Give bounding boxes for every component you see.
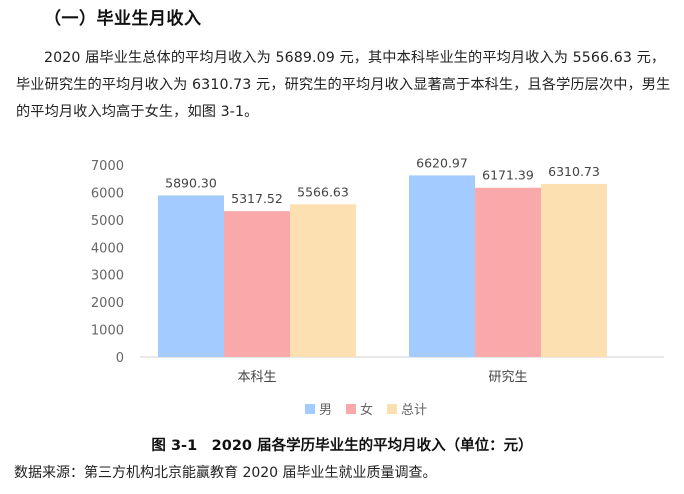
bar-女 <box>224 211 290 357</box>
legend-label: 女 <box>360 402 373 418</box>
y-tick-label: 0 <box>116 351 124 366</box>
y-tick-label: 4000 <box>91 241 124 256</box>
y-tick-label: 7000 <box>91 159 124 174</box>
y-tick-label: 1000 <box>91 324 124 339</box>
legend-swatch-总计 <box>387 404 397 414</box>
figure-caption: 图 3-1 2020 届各学历毕业生的平均月收入（单位：元） <box>151 438 533 454</box>
income-bar-chart: 0 1000 2000 3000 4000 5000 6000 7000 5890.30 5317… <box>91 155 664 418</box>
section-heading: （一）毕业生月收入 <box>44 9 202 29</box>
bar-男 <box>158 195 224 357</box>
bar-总计 <box>541 183 607 357</box>
bar-value-label: 5317.52 <box>231 191 283 206</box>
y-tick-label: 3000 <box>91 269 124 284</box>
legend-label: 总计 <box>401 403 427 418</box>
bar-value-label: 5890.30 <box>165 175 217 190</box>
legend-label: 男 <box>319 403 332 418</box>
summary-paragraph: 2020 届毕业生总体的平均月收入为 5689.09 元，其中本科毕业生的平均月… <box>16 50 671 120</box>
y-tick-label: 2000 <box>91 296 124 311</box>
bar-女 <box>475 187 541 357</box>
x-category-label: 本科生 <box>237 370 276 385</box>
bar-value-label: 6310.73 <box>548 164 600 179</box>
y-tick-label: 6000 <box>91 186 124 201</box>
bar-value-label: 6171.39 <box>482 168 534 183</box>
y-tick-label: 5000 <box>91 214 124 229</box>
bar-总计 <box>290 204 356 357</box>
bar-value-label: 6620.97 <box>416 155 468 170</box>
bar-男 <box>409 175 475 357</box>
bar-value-label: 5566.63 <box>297 184 349 199</box>
x-category-label: 研究生 <box>488 370 527 385</box>
legend-swatch-男 <box>305 404 315 414</box>
legend-swatch-女 <box>346 404 356 414</box>
data-source-note: 数据来源：第三方机构北京能赢教育 2020 届毕业生就业质量调查。 <box>14 465 437 481</box>
